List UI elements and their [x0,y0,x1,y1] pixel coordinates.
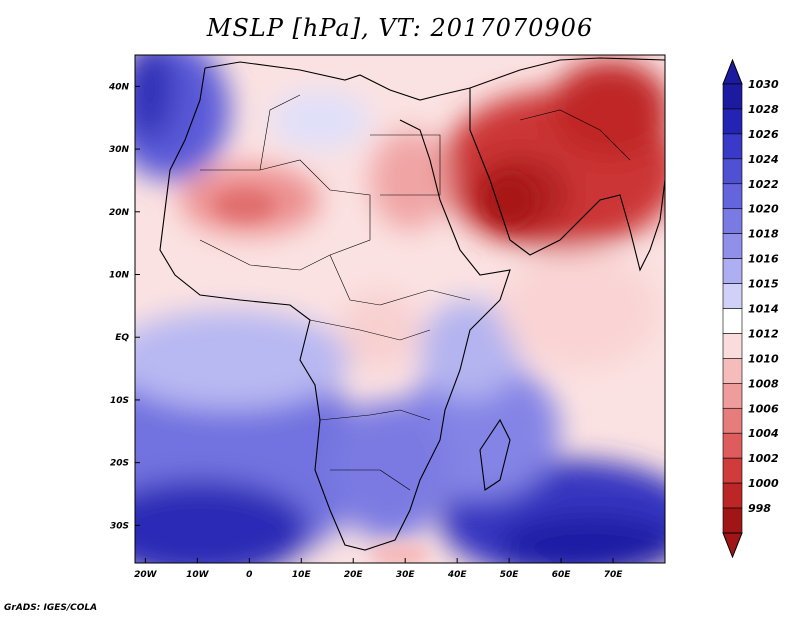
lon-tick-label: 70E [604,570,624,580]
lat-tick-label: 10N [109,271,130,281]
colorbar-swatch [722,507,743,534]
colorbar-swatch [722,108,743,135]
lon-tick-label: 40E [447,570,468,580]
colorbar-level-label: 1016 [748,253,779,266]
colorbar-swatch [722,333,743,359]
colorbar-level-label: 1026 [748,128,779,141]
lat-tick-label: EQ [115,333,129,343]
colorbar-max-arrow [722,58,743,85]
map-title: MSLP [hPa], VT: 2017070906 [206,14,594,42]
lon-tick-label: 20E [344,570,364,580]
colorbar-swatch [722,358,743,384]
pressure-field [135,55,665,563]
colorbar-swatch [722,432,743,459]
colorbar-level-label: 1014 [748,303,779,316]
lon-axis: 20W 10W 0 10E 20E 30E 40E 50E 60E 70E [134,558,623,580]
colorbar-level-label: 1004 [748,427,779,440]
lat-tick-label: 20N [109,208,130,218]
colorbar-level-label: 1024 [748,153,779,166]
lat-tick-label: 10S [110,396,129,406]
colorbar-swatch [722,457,743,484]
lat-tick-label: 30N [109,145,130,155]
colorbar-swatch [722,158,743,185]
colorbar-level-label: 998 [748,502,771,515]
colorbar-level-label: 1000 [748,477,779,490]
lat-tick-label: 20S [110,459,129,469]
colorbar-swatch [722,308,743,334]
colorbar-level-label: 1015 [748,278,779,291]
colorbar-swatch [722,283,743,309]
map-frame [134,54,666,564]
colorbar-level-label: 1008 [748,377,779,390]
colorbar-swatch [722,83,743,110]
colorbar-swatch [722,383,743,409]
lon-tick-label: 30E [396,570,416,580]
lat-axis: 40N 30N 20N 10N EQ 10S 20S 30S [108,82,140,531]
colorbar-swatch [722,407,743,434]
colorbar-swatch [722,183,743,210]
colorbar-swatch [722,208,743,234]
grads-credit: GrADS: IGES/COLA [4,603,98,613]
colorbar-level-label: 1022 [748,178,779,191]
colorbar-level-label: 1030 [748,78,779,91]
coastlines [159,57,665,551]
colorbar-swatch [722,133,743,160]
colorbar-level-label: 1020 [748,203,779,216]
colorbar-swatch [722,258,743,284]
colorbar-swatch [722,233,743,259]
borders [199,94,631,491]
lon-tick-label: 50E [500,570,520,580]
colorbar-level-label: 1002 [748,452,779,465]
colorbar-swatch [722,482,743,509]
colorbar-level-label: 1010 [748,352,779,365]
colorbar-min-arrow [722,532,743,559]
colorbar-level-label: 1018 [748,228,779,241]
lon-tick-label: 20W [134,570,158,580]
lon-tick-label: 10E [292,570,312,580]
colorbar-level-label: 1006 [748,402,779,415]
lon-tick-label: 60E [552,570,572,580]
lat-tick-label: 30S [110,521,129,531]
lon-tick-label: 10W [186,570,210,580]
colorbar-level-label: 1028 [748,103,779,116]
lon-tick-label: 0 [246,570,252,580]
colorbar: 1030 1028 1026 1024 1022 1020 1018 1016 1015 1014… [722,58,779,559]
colorbar-level-label: 1012 [748,327,779,340]
lat-tick-label: 40N [108,82,130,92]
